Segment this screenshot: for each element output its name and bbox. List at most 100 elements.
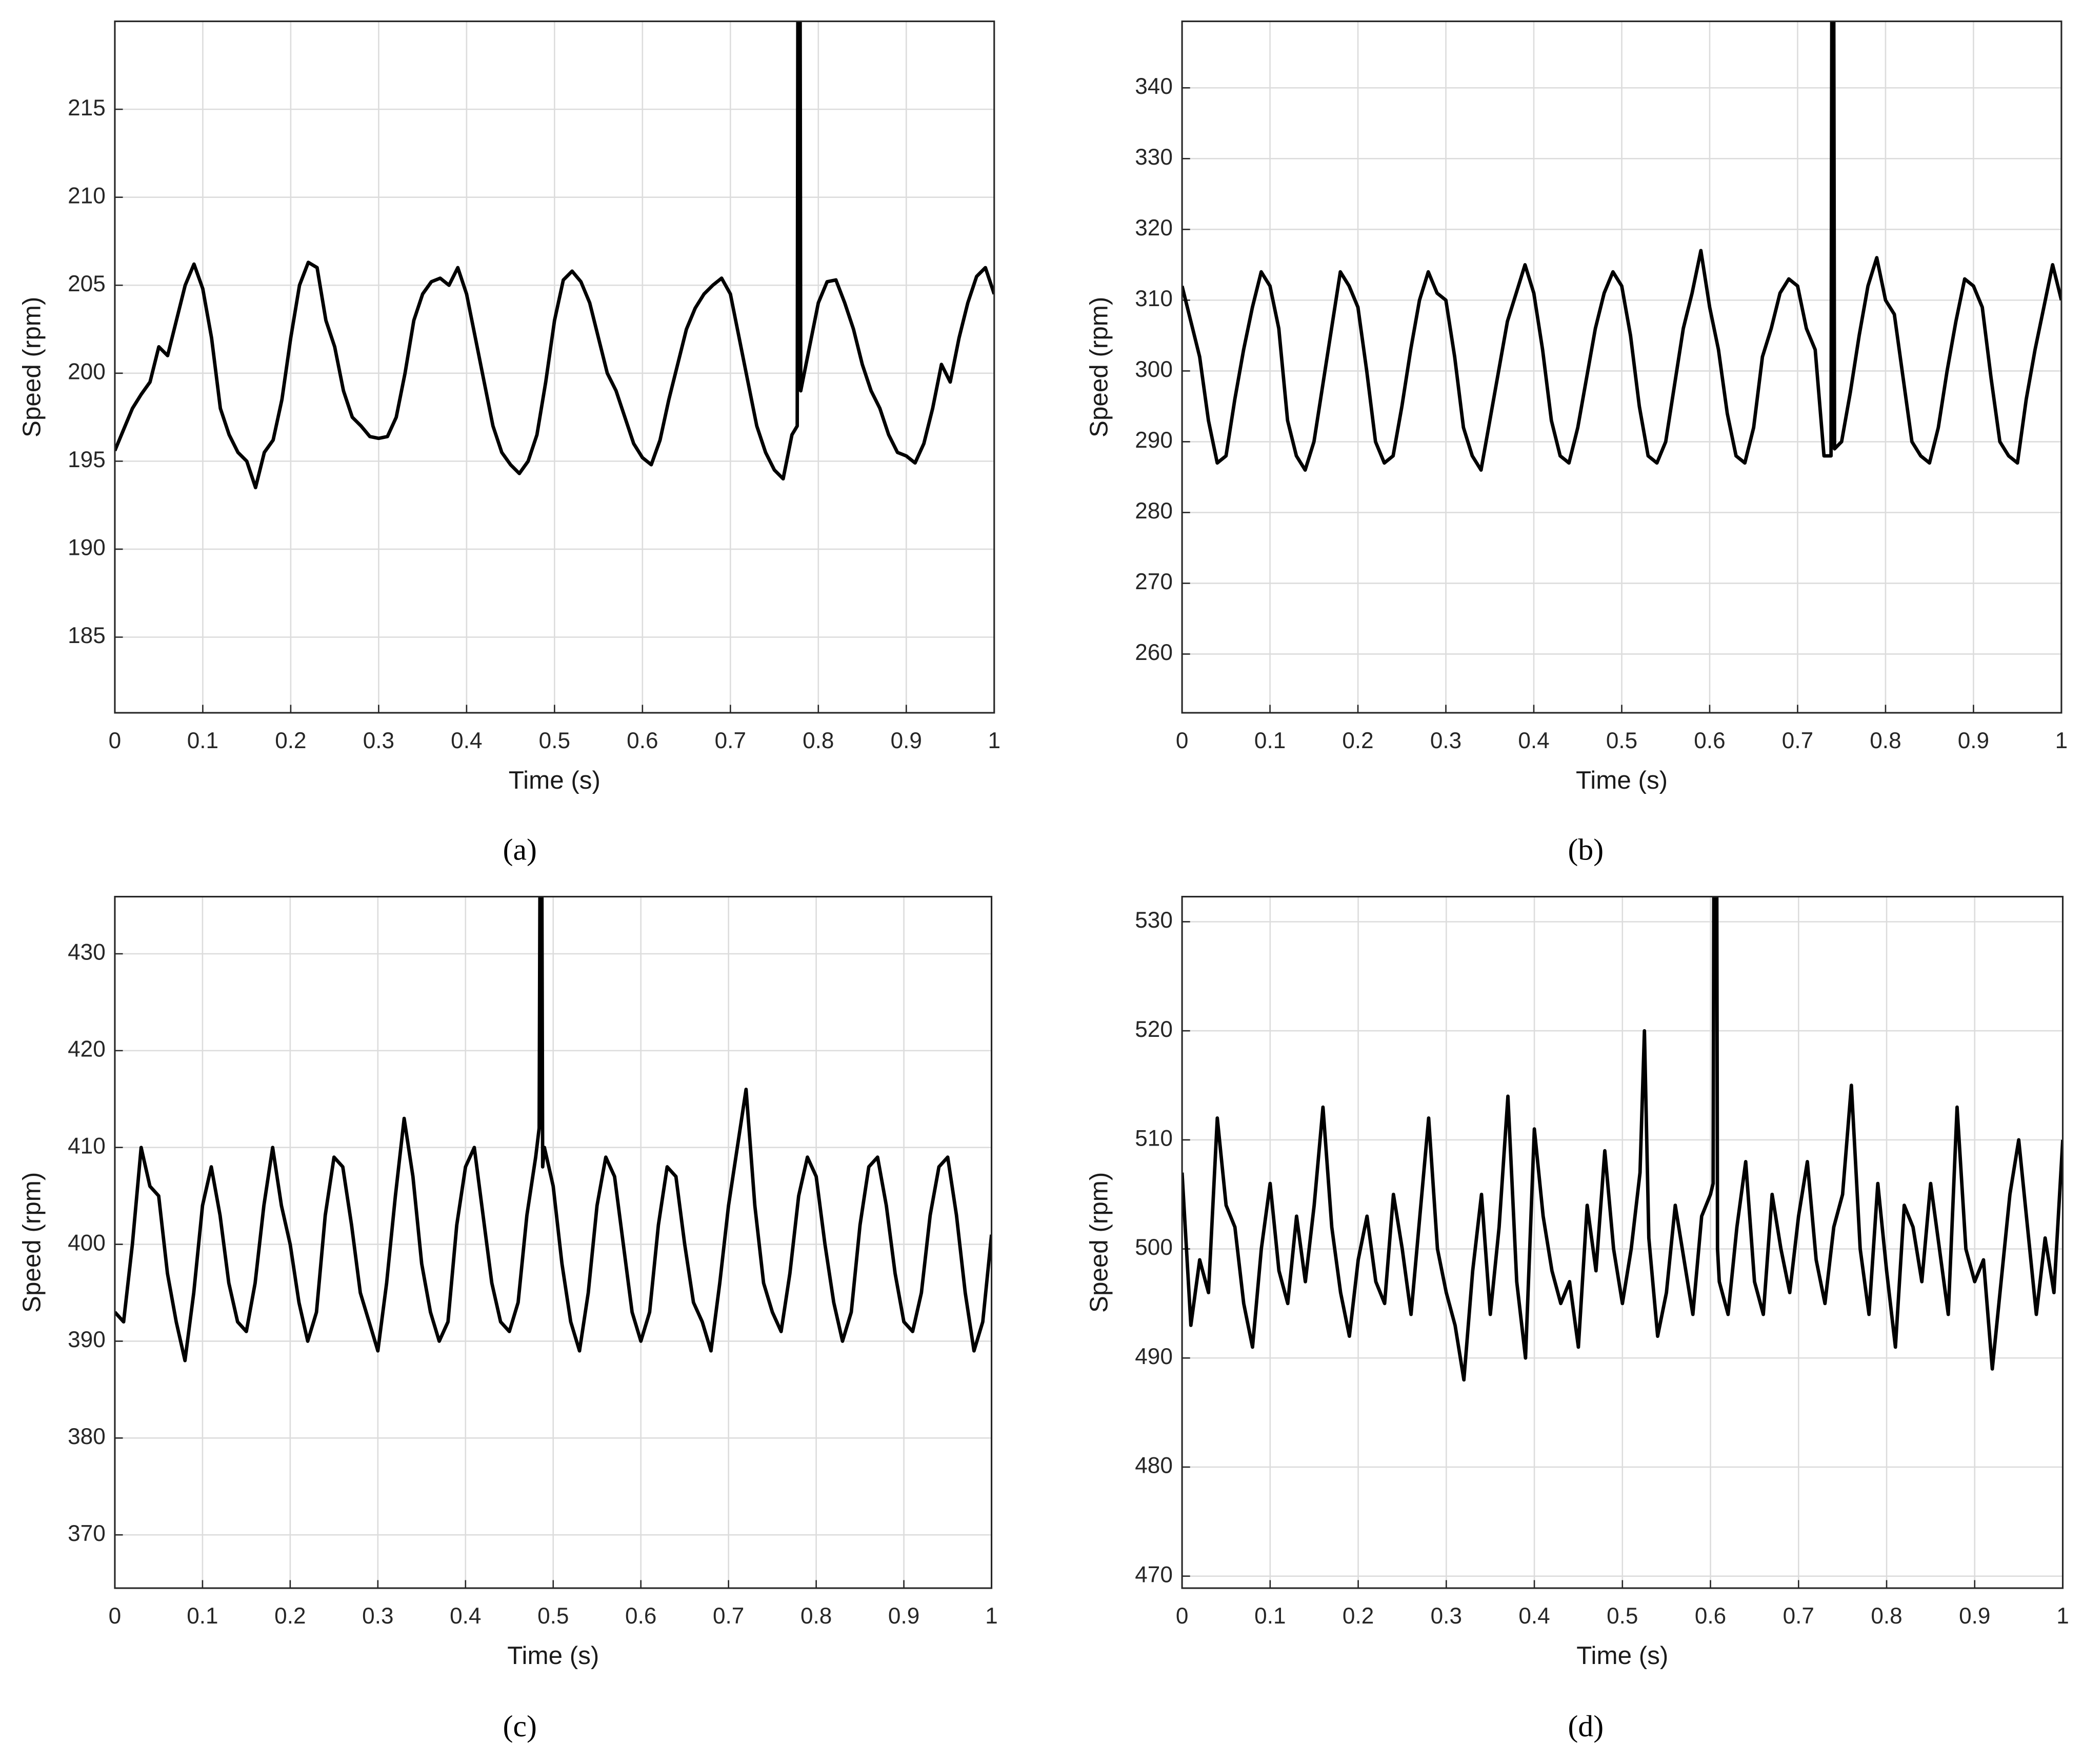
x-tick-label: 0.7: [715, 728, 746, 753]
x-tick-label: 0.4: [1518, 1603, 1550, 1629]
y-tick-label: 300: [1135, 357, 1173, 382]
x-tick-label: 0.5: [539, 728, 570, 753]
y-tick-label: 280: [1135, 498, 1173, 524]
x-tick-label: 0.2: [1342, 728, 1373, 753]
x-tick-label: 0.2: [275, 728, 306, 753]
x-tick-label: 0.2: [1343, 1603, 1374, 1629]
y-tick-label: 195: [68, 447, 106, 472]
x-tick-label: 0.5: [1607, 1603, 1638, 1629]
x-tick-label: 0.2: [274, 1603, 306, 1629]
y-tick-label: 200: [68, 359, 106, 384]
plot-frame: [114, 21, 995, 714]
panel: 0 0.1 0.2 0.3 0.4 0.5 0.6 0.7 0.8 0.9 1 370 380 390 40…: [18, 896, 998, 1743]
y-tick-label: 320: [1135, 215, 1173, 240]
x-axis-title: Time (s): [509, 766, 600, 794]
plot-frame: [1181, 896, 2064, 1589]
x-tick-label: 0.1: [1254, 1603, 1286, 1629]
x-tick-label: 0.1: [1254, 728, 1286, 753]
x-tick-label: 0.8: [1871, 1603, 1902, 1629]
x-tick-label: 0.3: [1430, 728, 1461, 753]
y-tick-label: 185: [68, 623, 106, 648]
x-tick-label: 0.3: [1431, 1603, 1462, 1629]
x-tick-label: 0.6: [1695, 1603, 1726, 1629]
y-tick-label: 210: [68, 183, 106, 208]
data-line: [1182, 21, 2061, 472]
x-tick-label: 0.9: [888, 1603, 919, 1629]
x-tick-label: 0.6: [625, 1603, 656, 1629]
x-tick-label: 0.4: [451, 728, 482, 753]
y-tick-label: 340: [1135, 74, 1173, 99]
x-tick-label: 0.6: [627, 728, 658, 753]
y-tick-label: 410: [68, 1133, 106, 1158]
data-line: [1182, 896, 2063, 1382]
plot-frame: [1181, 21, 2062, 714]
x-tick-label: 0.9: [1959, 1603, 1990, 1629]
y-tick-label: 190: [68, 535, 106, 560]
y-tick-label: 270: [1135, 569, 1173, 594]
x-tick-label: 0.3: [362, 1603, 393, 1629]
x-tick-label: 0.1: [187, 1603, 218, 1629]
y-tick-label: 260: [1135, 640, 1173, 665]
x-tick-label: 0.7: [1783, 1603, 1814, 1629]
y-axis-title: Speed (rpm): [18, 1172, 46, 1313]
y-tick-label: 310: [1135, 286, 1173, 311]
y-tick-label: 215: [68, 95, 106, 121]
x-axis-title: Time (s): [1576, 1641, 1668, 1670]
y-tick-label: 430: [68, 940, 106, 965]
x-axis-title: Time (s): [507, 1641, 599, 1670]
x-tick-label: 0.8: [1870, 728, 1901, 753]
y-tick-label: 390: [68, 1327, 106, 1352]
x-tick-label: 0.1: [187, 728, 218, 753]
panel-caption: (d): [1568, 1709, 1604, 1743]
x-tick-label: 1: [2055, 728, 2068, 753]
y-tick-label: 370: [68, 1521, 106, 1546]
x-tick-label: 0.5: [537, 1603, 569, 1629]
x-tick-label: 1: [985, 1603, 998, 1629]
y-tick-label: 400: [68, 1230, 106, 1255]
x-tick-label: 1: [988, 728, 1000, 753]
x-tick-label: 0.6: [1694, 728, 1725, 753]
plot-frame: [114, 896, 993, 1589]
x-tick-label: 0.8: [803, 728, 834, 753]
x-tick-label: 0.7: [1782, 728, 1813, 753]
panel-caption: (b): [1568, 833, 1604, 867]
y-tick-label: 330: [1135, 145, 1173, 170]
y-tick-label: 290: [1135, 428, 1173, 453]
panel-caption: (a): [503, 833, 537, 867]
y-tick-label: 510: [1135, 1126, 1173, 1151]
y-axis-title: Speed (rpm): [18, 297, 46, 437]
x-tick-label: 1: [2056, 1603, 2069, 1629]
x-axis-title: Time (s): [1576, 766, 1668, 794]
x-tick-label: 0.5: [1606, 728, 1637, 753]
x-tick-label: 0.9: [891, 728, 922, 753]
y-tick-label: 480: [1135, 1453, 1173, 1478]
x-tick-label: 0.8: [800, 1603, 832, 1629]
y-axis-title: Speed (rpm): [1085, 1172, 1113, 1313]
y-axis-title: Speed (rpm): [1085, 297, 1113, 437]
x-tick-label: 0.4: [450, 1603, 481, 1629]
data-line: [114, 896, 992, 1362]
y-tick-label: 500: [1135, 1235, 1173, 1260]
y-tick-label: 420: [68, 1037, 106, 1062]
data-line: [114, 21, 994, 490]
x-tick-label: 0.4: [1518, 728, 1549, 753]
x-tick-label: 0.7: [713, 1603, 744, 1629]
y-tick-label: 530: [1135, 908, 1173, 933]
panel: 0 0.1 0.2 0.3 0.4 0.5 0.6 0.7 0.8 0.9 1 260 270 280 29…: [1085, 21, 2068, 867]
panel: 0 0.1 0.2 0.3 0.4 0.5 0.6 0.7 0.8 0.9 1 470 480 490 50…: [1085, 896, 2069, 1743]
y-tick-label: 490: [1135, 1344, 1173, 1369]
y-tick-label: 470: [1135, 1562, 1173, 1587]
y-tick-label: 520: [1135, 1017, 1173, 1042]
x-tick-label: 0: [109, 728, 122, 753]
x-tick-label: 0.3: [363, 728, 394, 753]
panel: 0 0.1 0.2 0.3 0.4 0.5 0.6 0.7 0.8 0.9 1 185 190 195 20…: [18, 21, 1000, 867]
x-tick-label: 0.9: [1958, 728, 1989, 753]
y-tick-label: 205: [68, 271, 106, 296]
x-tick-label: 0: [109, 1603, 122, 1629]
x-tick-label: 0: [1176, 1603, 1189, 1629]
x-tick-label: 0: [1176, 728, 1189, 753]
y-tick-label: 380: [68, 1424, 106, 1449]
panel-caption: (c): [503, 1709, 537, 1743]
